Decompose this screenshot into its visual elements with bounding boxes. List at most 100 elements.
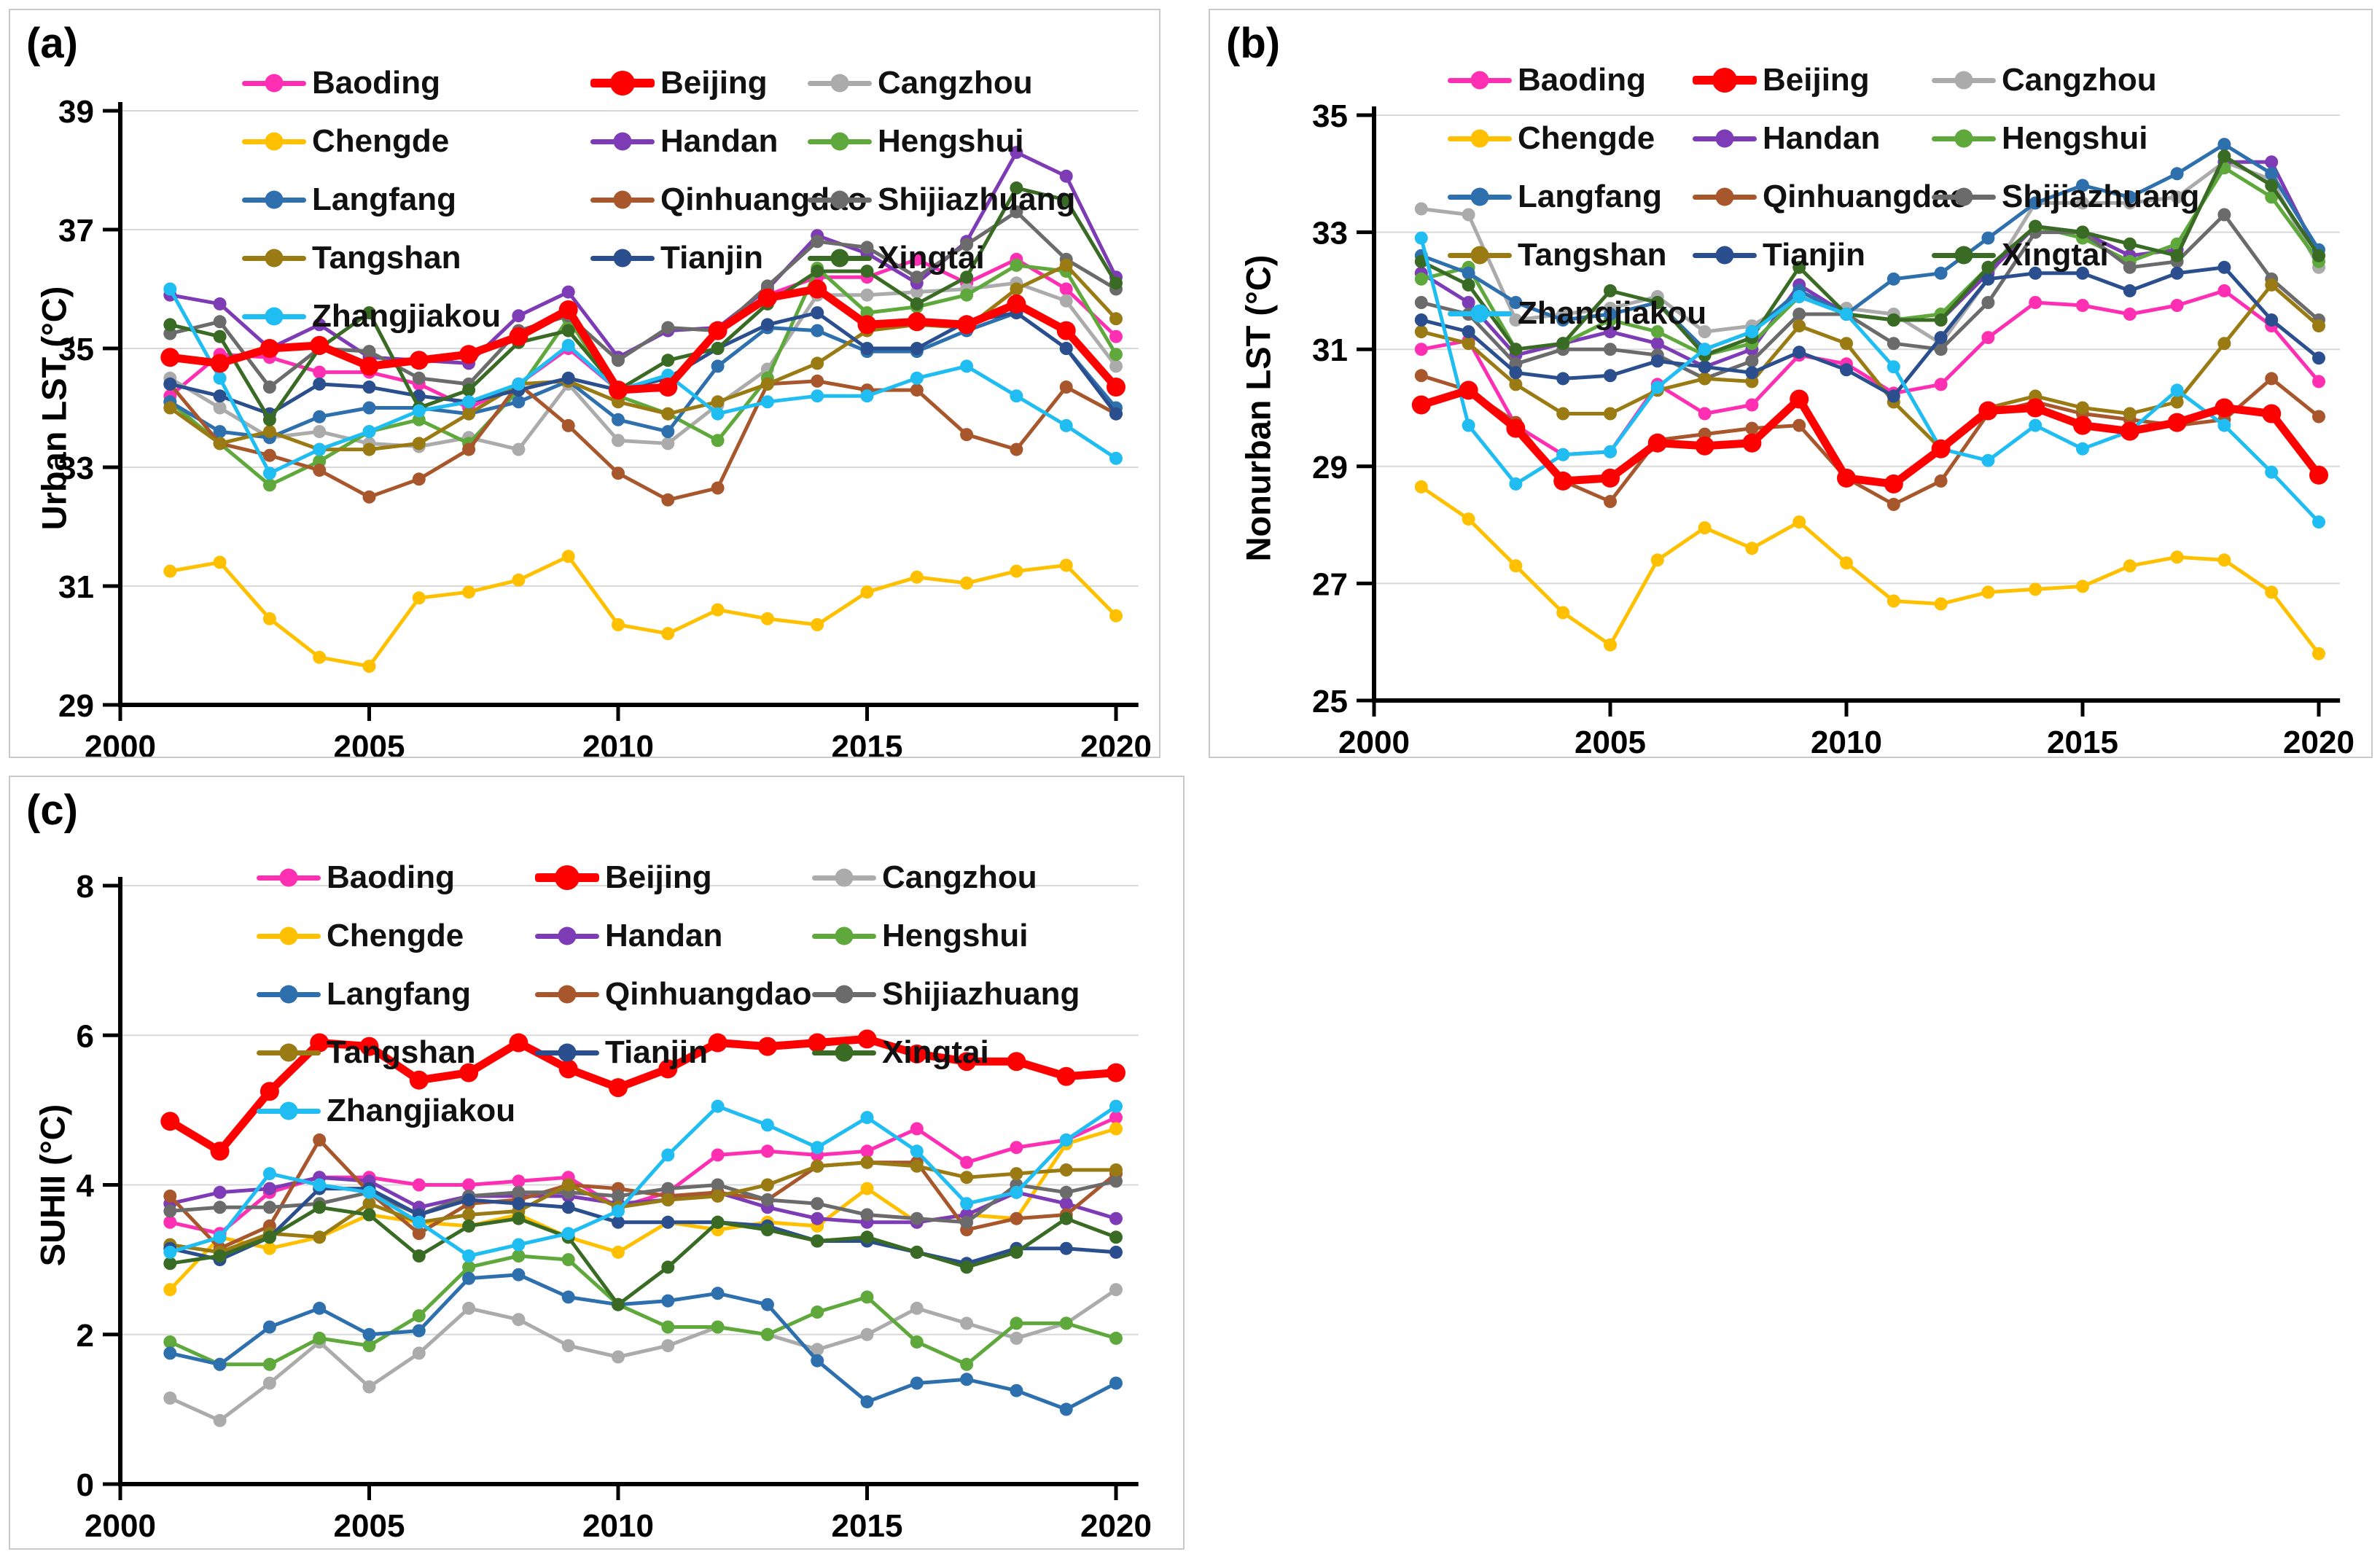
series-tianjin-point-2020 [1109,407,1123,421]
legend-item-zhangjiakou: Zhangjiakou [257,1093,535,1129]
legend-item-tangshan: Tangshan [1448,237,1693,273]
series-qinhuangdao-line [168,379,1118,502]
series-xingtai-point-2020 [1109,276,1123,290]
series-tianjin-point-2011 [661,1215,675,1229]
legend-item-tangshan: Tangshan [242,240,590,276]
series-cangzhou-point-2007 [462,1301,476,1315]
legend-dot-cangzhou [835,868,854,887]
series-baoding-point-2020 [1109,1111,1123,1125]
series-beijing-point-2012 [708,1033,727,1053]
series-tangshan-point-2017 [960,1171,974,1185]
series-xingtai-point-2012 [711,1215,725,1229]
series-beijing-line [1417,386,2323,488]
legend-marker-xingtai [812,1043,876,1062]
legend-item-beijing: Beijing [1693,62,1932,98]
legend-item-chengde: Chengde [242,123,590,160]
series-tangshan-point-2004 [313,1230,327,1244]
series-hengshui-point-2004 [313,454,327,468]
series-cangzhou-line [168,281,1118,452]
series-chengde-point-2001 [163,564,177,578]
series-hengshui-point-2012 [711,434,725,448]
series-qinhuangdao-point-2011 [661,493,675,507]
series-cangzhou-point-2008 [512,442,526,456]
legend-dot-cangzhou [830,74,849,93]
series-shijiazhuang-point-2001 [1414,296,1428,309]
series-chengde [1414,480,2325,660]
series-shijiazhuang-line [1419,213,2321,381]
series-qinhuangdao-point-2007 [462,442,476,456]
series-beijing-point-2020 [1107,378,1125,397]
legend-item-baoding: Baoding [242,65,590,101]
series-cangzhou-point-2010 [612,434,625,448]
series-beijing-point-2004 [310,1033,329,1053]
series-beijing-point-2014 [808,279,827,299]
series-shijiazhuang-point-2010 [612,354,625,367]
legend-label-zhangjiakou: Zhangjiakou [1518,295,1707,331]
legend-label-tangshan: Tangshan [312,240,461,276]
x-tick-label-2010: 2010 [582,729,654,757]
series-baoding-point-2016 [910,252,924,266]
series-beijing-point-2003 [260,1082,279,1101]
series-langfang-point-2005 [1604,308,1617,321]
series-shijiazhuang-point-2016 [2123,260,2137,274]
legend-item-cangzhou: Cangzhou [812,859,1080,896]
series-shijiazhuang-point-2012 [1934,343,1948,356]
series-langfang-point-2014 [811,1354,824,1367]
series-zhangjiakou-point-2003 [262,467,276,480]
series-langfang-point-2017 [2170,167,2184,181]
series-baoding-point-2017 [960,1155,974,1169]
series-beijing-point-2005 [1601,468,1620,488]
series-xingtai-point-2019 [1059,193,1073,207]
series-shijiazhuang-point-2009 [1792,308,1806,321]
series-tianjin-point-2011 [1887,389,1900,403]
series-tangshan-point-2013 [760,1178,774,1192]
series-beijing-point-2004 [310,335,329,355]
legend-dot-tangshan [265,249,284,268]
legend-dot-zhangjiakou [279,1101,298,1120]
legend-item-langfang: Langfang [242,182,590,218]
series-tianjin-point-2020 [2312,351,2325,365]
series-chengde-point-2003 [1509,559,1523,573]
legend-label-cangzhou: Cangzhou [878,65,1033,101]
series-xingtai-point-2016 [910,1245,924,1259]
y-tick-label-31: 31 [58,569,94,605]
series-hengshui-point-2012 [711,1320,725,1334]
legend-label-shijiazhuang: Shijiazhuang [2002,179,2200,214]
series-hengshui-point-2011 [661,1320,675,1334]
series-tangshan-point-2011 [661,407,675,421]
legend-dot-qinhuangdao [558,985,577,1004]
series-tangshan-point-2001 [163,401,177,415]
series-chengde-point-2020 [1109,1122,1123,1136]
series-chengde-line [168,554,1118,668]
series-baoding-point-2006 [412,1178,426,1192]
series-zhangjiakou-point-2008 [512,377,526,391]
series-tianjin-point-2018 [2217,260,2231,274]
series-xingtai-point-2001 [163,318,177,332]
chart-a-y-axis-title: Urban LST (°C) [34,286,74,531]
chart-a-legend: Baoding Beijing Cangzhou Chengde Handan Hengs… [242,54,1075,346]
series-baoding-point-2019 [1059,282,1073,296]
series-langfang-point-2017 [960,1373,974,1386]
x-tick-label-2020: 2020 [2283,725,2354,757]
series-handan-point-2020 [1109,1211,1123,1225]
series-shijiazhuang-point-2010 [612,1189,625,1203]
series-baoding-point-2014 [2029,296,2042,309]
legend-marker-hengshui [1932,129,1996,148]
series-zhangjiakou-point-2001 [163,1245,177,1259]
series-cangzhou-point-2001 [1414,202,1428,216]
series-cangzhou-line [1419,160,2321,346]
series-beijing-point-2007 [459,1063,479,1082]
series-langfang-line [168,311,1118,440]
series-baoding-point-2013 [1981,331,1995,345]
series-langfang-point-2003 [1509,296,1523,309]
legend-item-tianjin: Tianjin [1693,237,1932,273]
series-beijing-point-2012 [708,321,727,340]
legend-marker-xingtai [1932,246,1996,265]
series-zhangjiakou-point-2002 [213,371,227,385]
legend-marker-handan [535,926,599,945]
series-chengde-point-2017 [960,576,974,590]
series-handan-point-2002 [213,1185,227,1199]
series-zhangjiakou-point-2015 [860,1111,874,1125]
series-hengshui-point-2006 [1650,325,1664,339]
series-beijing-point-2012 [1931,439,1951,458]
